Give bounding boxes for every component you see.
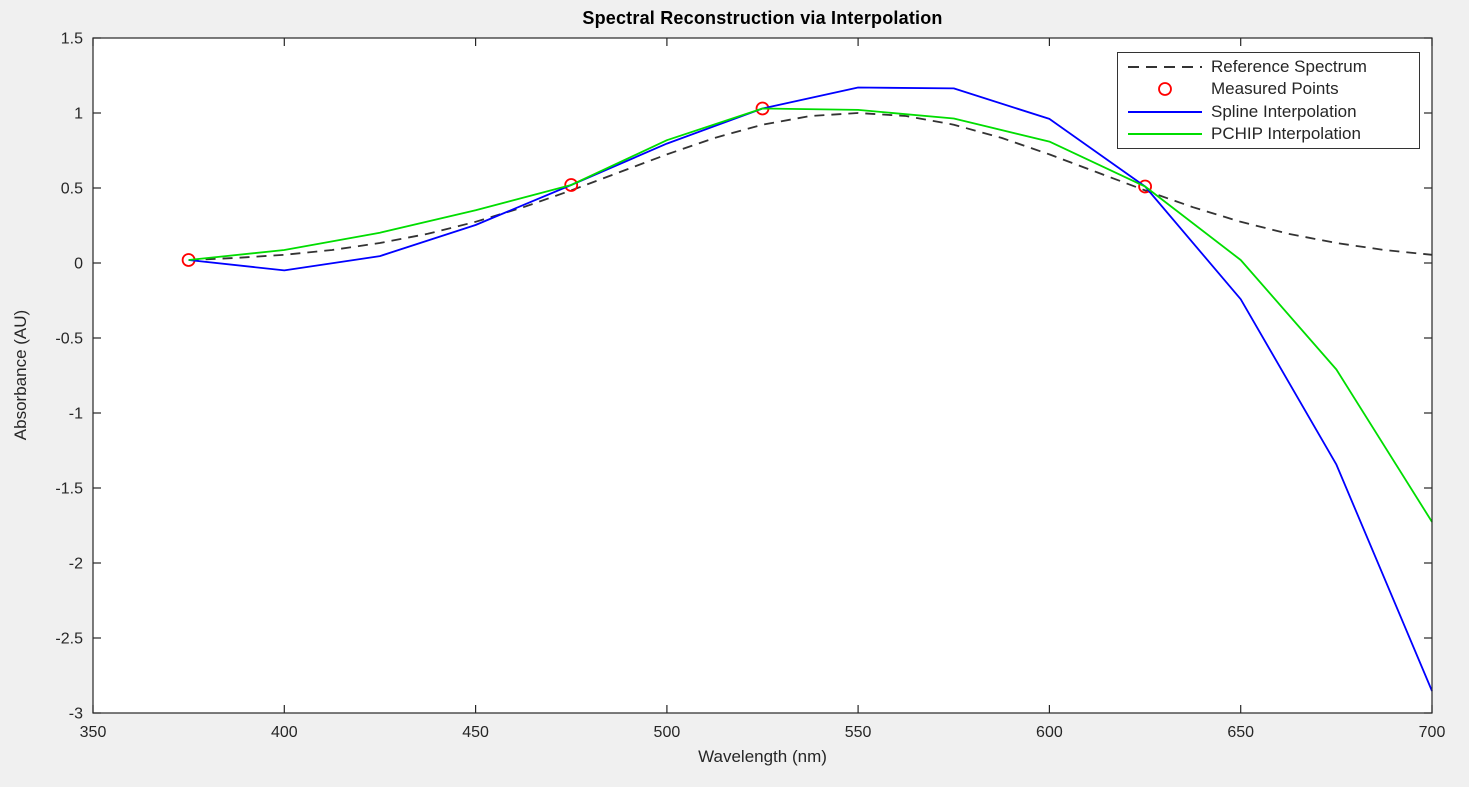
y-tick-label: -1 bbox=[69, 406, 83, 423]
legend-label: Measured Points bbox=[1211, 79, 1339, 99]
legend-item-spline-interpolation: Spline Interpolation bbox=[1126, 101, 1413, 123]
dashed-line-sample-icon bbox=[1128, 66, 1202, 69]
y-tick-label: -3 bbox=[69, 706, 83, 723]
y-tick-label: -2 bbox=[69, 556, 83, 573]
x-tick-label: 700 bbox=[1419, 724, 1446, 741]
blue-line-sample-icon bbox=[1128, 110, 1202, 113]
x-tick-label: 550 bbox=[845, 724, 872, 741]
x-tick-label: 600 bbox=[1036, 724, 1063, 741]
plot-area bbox=[93, 38, 1432, 713]
y-tick-label: 1.5 bbox=[61, 31, 83, 48]
series-reference-spectrum bbox=[188, 112, 1433, 261]
y-tick-label: -0.5 bbox=[55, 331, 83, 348]
green-line-sample-icon bbox=[1128, 132, 1202, 135]
legend-box: Reference Spectrum Measured Points Splin… bbox=[1117, 52, 1420, 149]
legend-item-pchip-interpolation: PCHIP Interpolation bbox=[1126, 123, 1413, 145]
x-tick-label: 500 bbox=[654, 724, 681, 741]
legend-item-reference-spectrum: Reference Spectrum bbox=[1126, 56, 1413, 78]
series-pchip-interpolation bbox=[188, 107, 1433, 523]
x-tick-label: 400 bbox=[271, 724, 298, 741]
circle-marker-sample-icon bbox=[1158, 82, 1172, 97]
x-axis-label: Wavelength (nm) bbox=[698, 747, 827, 766]
y-tick-label: 1 bbox=[74, 106, 83, 123]
legend-label: Spline Interpolation bbox=[1211, 101, 1357, 121]
series-spline-interpolation bbox=[188, 86, 1433, 692]
legend-label: PCHIP Interpolation bbox=[1211, 123, 1361, 143]
axes-box bbox=[92, 37, 1433, 714]
legend-item-measured-points: Measured Points bbox=[1126, 78, 1413, 100]
x-tick-label: 450 bbox=[462, 724, 489, 741]
y-tick-label: -2.5 bbox=[55, 631, 83, 648]
series-measured-points-marker bbox=[564, 178, 579, 192]
chart-title: Spectral Reconstruction via Interpolatio… bbox=[582, 8, 943, 28]
y-axis-label: Absorbance (AU) bbox=[11, 309, 30, 441]
x-tick-label: 350 bbox=[80, 724, 107, 741]
y-tick-label: -1.5 bbox=[55, 481, 83, 498]
series-measured-points-marker bbox=[1138, 179, 1152, 194]
y-tick-label: 0.5 bbox=[61, 181, 83, 198]
x-tick-label: 650 bbox=[1227, 724, 1254, 741]
legend-label: Reference Spectrum bbox=[1211, 57, 1367, 77]
y-tick-label: 0 bbox=[74, 256, 83, 273]
